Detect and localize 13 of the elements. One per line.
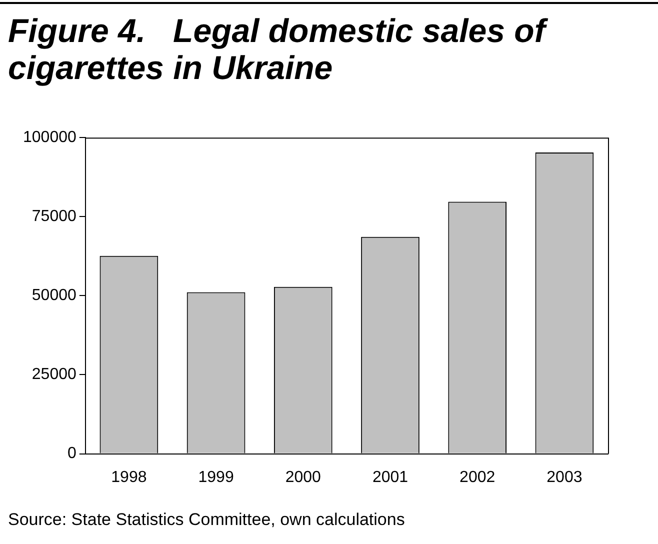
y-tick-label: 0	[67, 445, 76, 462]
x-tick-label: 2002	[460, 468, 496, 486]
y-tick-label: 25000	[32, 366, 76, 384]
x-tick-label: 1998	[111, 468, 147, 486]
x-tick-label: 2003	[546, 468, 582, 486]
x-tick-label: 2000	[285, 468, 322, 486]
x-tick-label: 1999	[198, 468, 234, 486]
chart-title: Figure 4. Legal domestic sales of cigarettes in Ukraine	[8, 12, 549, 86]
y-tick-label: 75000	[32, 208, 76, 226]
y-tick-label: 50000	[32, 287, 76, 304]
y-tick-label: 100000	[23, 129, 76, 146]
source-note: Source: State Statistics Committee, own calculations	[8, 510, 405, 530]
x-tick-label: 2001	[372, 468, 408, 486]
